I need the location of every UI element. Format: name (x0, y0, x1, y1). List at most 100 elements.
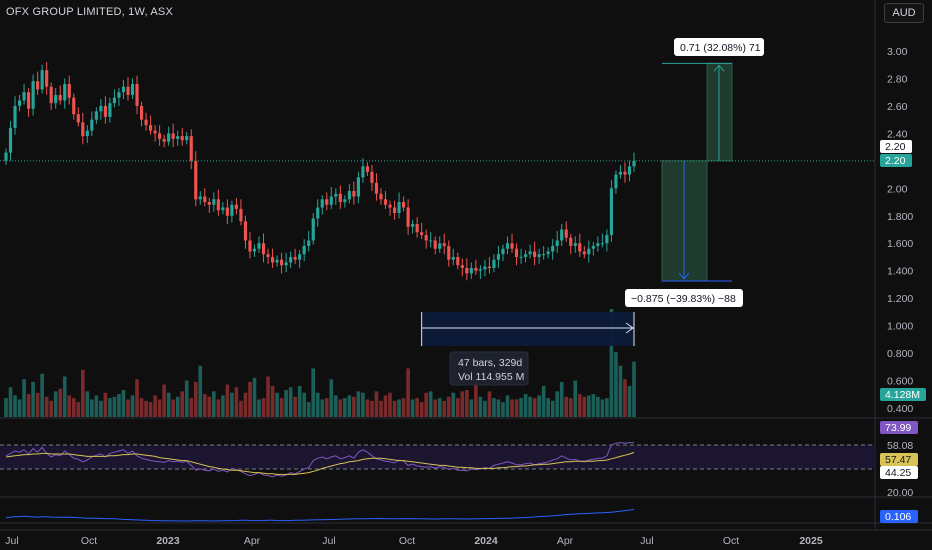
volume-bar (469, 399, 474, 417)
volume-bar (193, 381, 198, 417)
reference-price-bg (880, 140, 912, 153)
rsi-ma-line (5, 452, 635, 475)
candle-body (623, 171, 627, 175)
rsi-ma-label: 57.47 (885, 454, 911, 466)
candle-body (596, 243, 600, 246)
price-scale[interactable]: 3.00 2.80 2.60 2.40 2.00 1.800 1.600 1.400 1.200… (880, 46, 926, 523)
range-bars-label: 47 bars, 329d (458, 357, 522, 369)
volume-bar (180, 391, 185, 417)
candle-body (99, 105, 103, 112)
volume-bar (108, 398, 112, 417)
candle-body (280, 259, 284, 266)
rsi-tick-label: 20.00 (887, 487, 913, 499)
volume-bar (451, 392, 456, 417)
volume-bar (8, 387, 13, 417)
volume-bar (162, 384, 166, 417)
volume-bars (4, 309, 636, 417)
volume-bar (112, 396, 117, 417)
volume-bar (347, 395, 352, 417)
candle-body (158, 133, 162, 139)
volume-bar (465, 390, 469, 417)
candle-body (121, 86, 126, 93)
volume-value-label: 4.128M (885, 389, 920, 401)
candle-body (447, 245, 451, 260)
time-tick-label: Apr (557, 535, 574, 547)
profit-label-bg (674, 38, 764, 56)
candle-body (523, 254, 528, 257)
candle-body (456, 256, 460, 266)
candle-body (505, 243, 510, 249)
volume-bar (519, 398, 523, 417)
profit-label: 0.71 (32.08%) 71 (680, 42, 761, 54)
price-tick-label: 2.00 (887, 183, 908, 195)
time-axis[interactable]: Jul Oct 2023 Apr Jul Oct 2024 Apr Jul Oct 2025 (5, 535, 823, 547)
volume-bar (623, 379, 627, 417)
date-range-measure-tool[interactable]: 47 bars, 329d Vol 114.955 M (421, 312, 635, 386)
volume-bar (568, 398, 573, 417)
candle-body (587, 248, 591, 255)
candle-body (8, 127, 13, 153)
candle-body (442, 243, 446, 246)
volume-bar (175, 396, 180, 417)
candle-body (221, 207, 225, 211)
volume-bar (559, 381, 564, 417)
candle-body (275, 259, 279, 263)
currency-button[interactable]: AUD (884, 3, 924, 23)
volume-bar (35, 392, 40, 417)
candle-body (478, 269, 482, 271)
volume-bar (383, 395, 388, 417)
price-tick-label: 1.800 (887, 211, 913, 223)
candle-body (582, 251, 586, 255)
position-tool[interactable]: 0.71 (32.08%) 71 −0.875 (−39.83%) −88 (625, 38, 764, 307)
volume-bar (446, 396, 451, 417)
price-tick-label: 0.800 (887, 348, 913, 360)
candle-body (397, 202, 401, 214)
candle-body (148, 125, 153, 131)
candle-body (320, 199, 324, 208)
candle-body (569, 237, 573, 246)
volume-bar (329, 379, 334, 417)
candle-body (352, 191, 356, 197)
volume-bar (587, 395, 591, 417)
ticker-label: OFX GROUP LIMITED, 1W, ASX (6, 6, 173, 18)
candle-body (578, 243, 582, 252)
candle-body (289, 256, 293, 263)
volume-bar (523, 394, 528, 417)
candle-body (58, 94, 62, 101)
candle-body (600, 243, 604, 245)
volume-bar (343, 398, 347, 417)
candle-body (420, 232, 424, 235)
reference-price-label: 2.20 (885, 141, 906, 153)
volume-bar (338, 399, 343, 417)
volume-bar (460, 391, 465, 417)
volume-bar (600, 399, 605, 417)
candle-body (632, 160, 636, 167)
volume-bar (117, 394, 121, 417)
volume-bar (90, 399, 94, 417)
candle-body (307, 240, 311, 246)
volume-bar (184, 380, 189, 417)
volume-bar (437, 398, 442, 417)
candle-body (537, 254, 541, 257)
loss-label-bg (625, 289, 743, 307)
volume-bar (135, 379, 139, 417)
candle-body (194, 160, 198, 200)
volume-bar (632, 361, 636, 417)
candle-body (492, 259, 496, 268)
candle-body (334, 193, 338, 197)
candle-body (31, 81, 35, 109)
volume-bar (248, 381, 252, 417)
profit-arrow-head (713, 64, 725, 72)
volume-bar (239, 400, 243, 417)
candle-body (270, 256, 275, 263)
indicator-line (5, 508, 635, 522)
candle-body (27, 92, 31, 109)
candle-body (311, 218, 315, 241)
candle-body (379, 193, 383, 200)
volume-bar (76, 402, 81, 417)
time-tick-label: Oct (723, 535, 739, 547)
volume-bar (153, 395, 157, 417)
volume-bar (202, 394, 207, 417)
loss-arrow-head (678, 272, 690, 280)
